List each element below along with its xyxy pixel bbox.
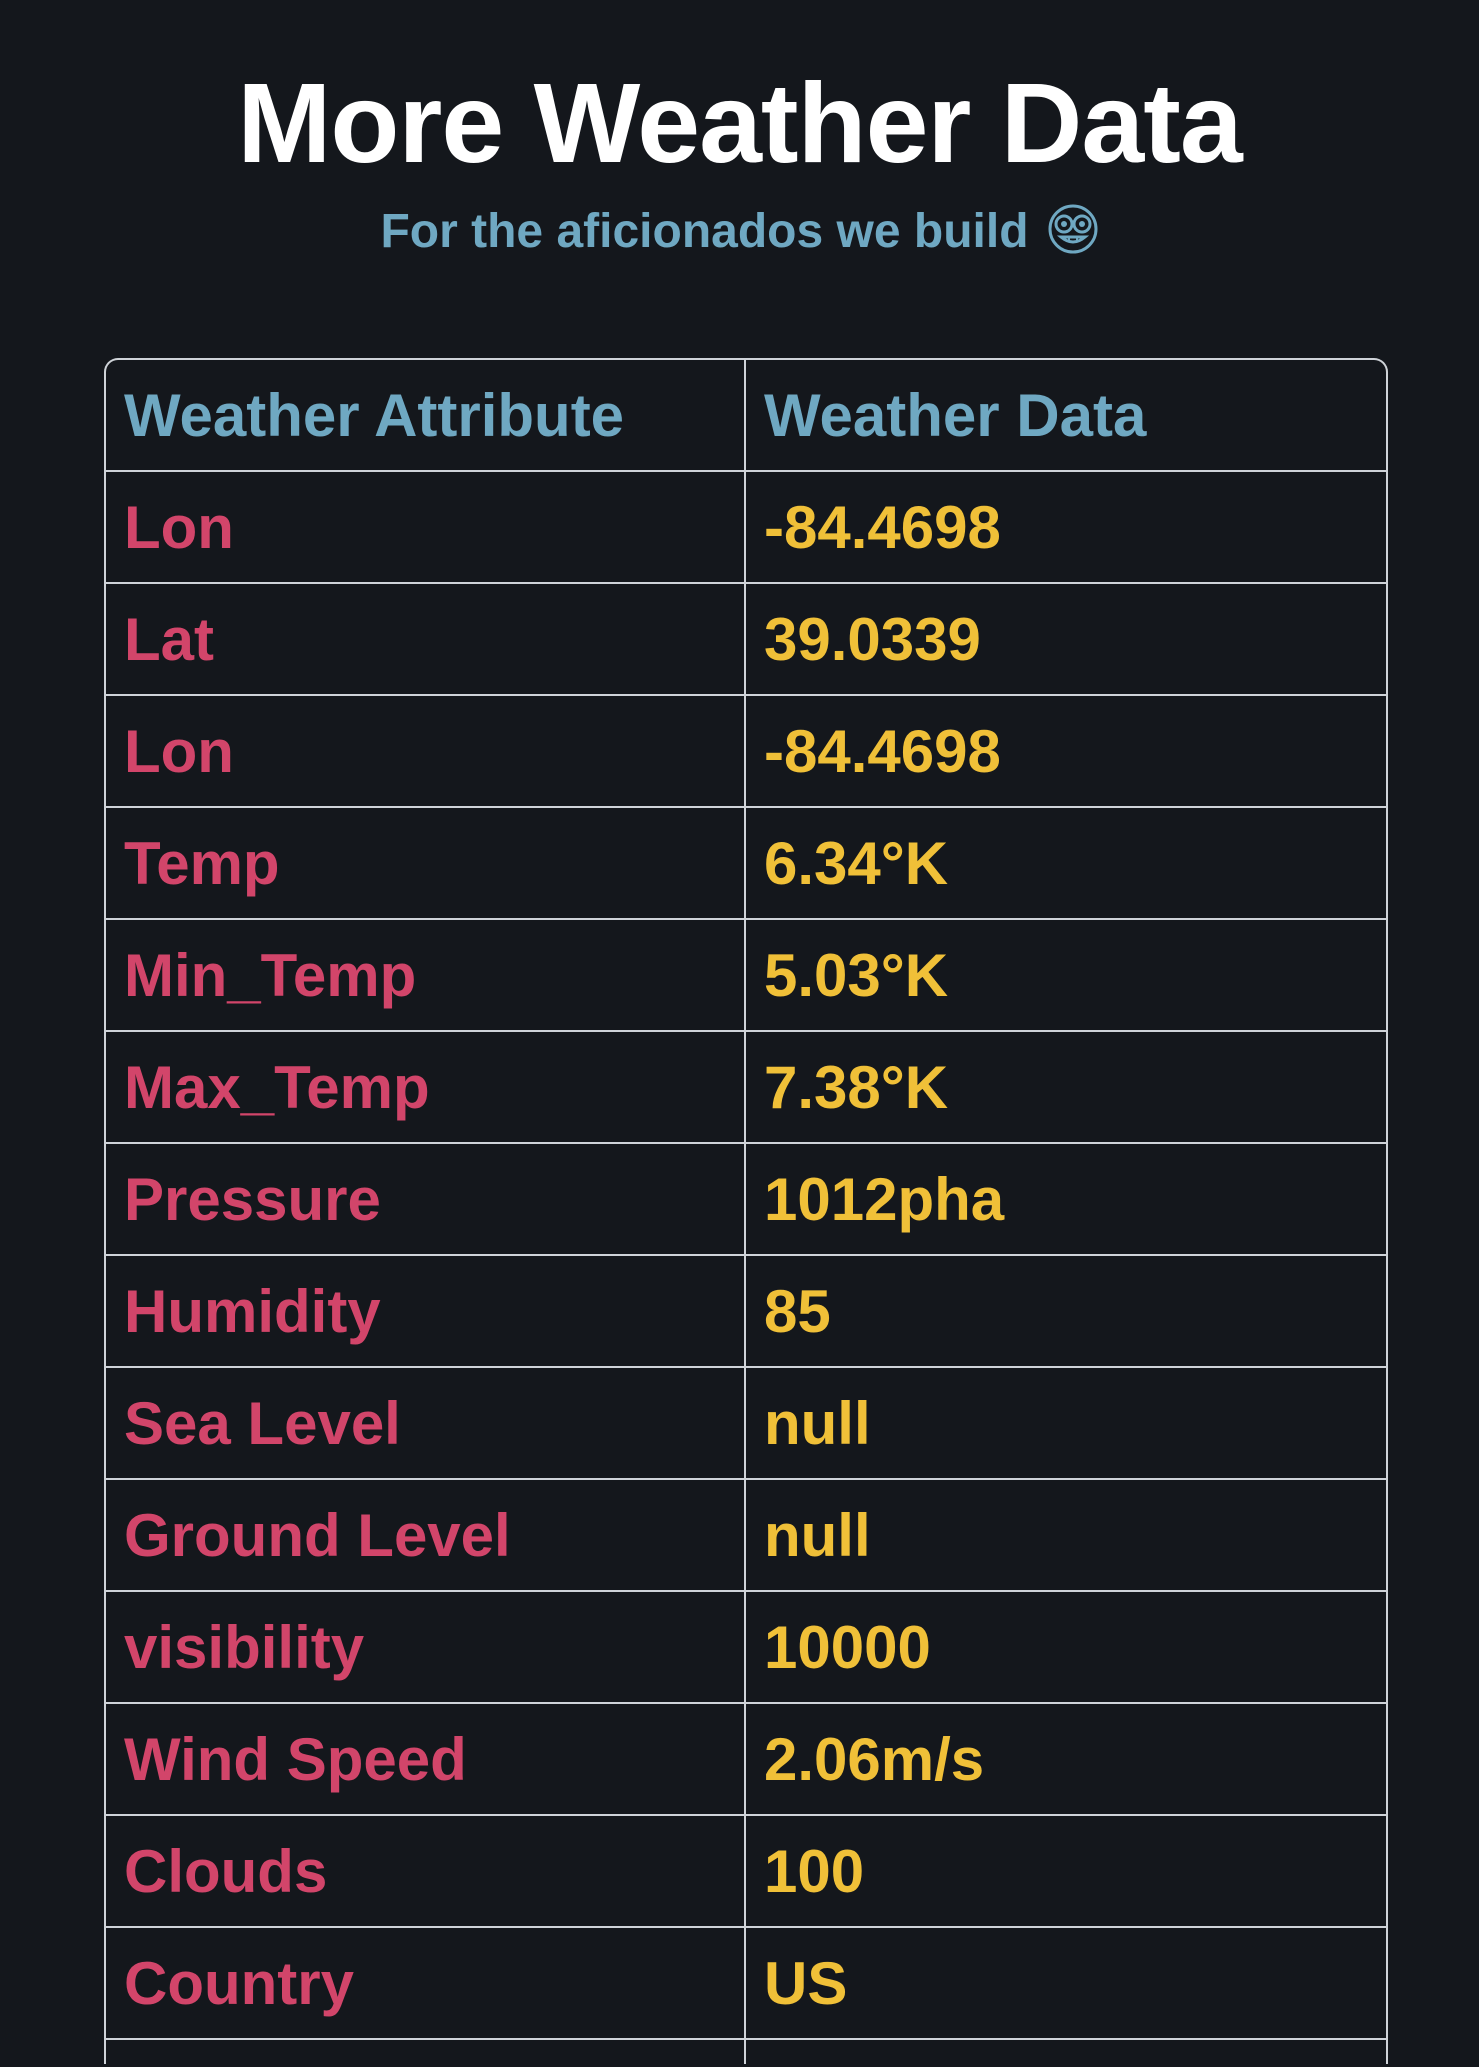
value-cell: 7.38°K bbox=[764, 1053, 949, 1121]
value-cell: null bbox=[764, 1501, 871, 1569]
table-body: Lon -84.4698 Lat 39.0339 Lon -84.4698 Temp 6.34… bbox=[106, 472, 1386, 2040]
attribute-cell: Temp bbox=[106, 808, 746, 918]
table-row: Max_Temp 7.38°K bbox=[106, 1032, 1386, 1144]
value-cell: null bbox=[764, 1389, 871, 1457]
value-cell: US bbox=[764, 1949, 848, 2017]
value-cell: 85 bbox=[764, 1277, 831, 1345]
table-row: Lat 39.0339 bbox=[106, 584, 1386, 696]
table-row: Pressure 1012pha bbox=[106, 1144, 1386, 1256]
attribute-cell: Ground Level bbox=[106, 1480, 746, 1590]
attribute-cell: Clouds bbox=[106, 1816, 746, 1926]
subtitle-text: For the aficionados we build bbox=[380, 205, 1029, 258]
nerd-face-icon bbox=[1048, 204, 1098, 254]
page-subtitle: For the aficionados we build bbox=[0, 202, 1479, 262]
value-cell: 2.06m/s bbox=[764, 1725, 985, 1793]
table-header-row: Weather Attribute Weather Data bbox=[106, 360, 1386, 472]
page-title: More Weather Data bbox=[237, 60, 1242, 186]
attribute-cell: Sea Level bbox=[106, 1368, 746, 1478]
value-cell: 100 bbox=[764, 1837, 865, 1905]
attribute-cell: Min_Temp bbox=[106, 920, 746, 1030]
value-cell: -84.4698 bbox=[764, 717, 1001, 785]
column-header-attribute: Weather Attribute bbox=[106, 360, 746, 470]
table-row: Clouds 100 bbox=[106, 1816, 1386, 1928]
attribute-cell: Wind Speed bbox=[106, 1704, 746, 1814]
attribute-cell: Country bbox=[106, 1928, 746, 2038]
table-row: Country US bbox=[106, 1928, 1386, 2040]
table-row: Wind Speed 2.06m/s bbox=[106, 1704, 1386, 1816]
table-row: Lon -84.4698 bbox=[106, 696, 1386, 808]
table-row: Humidity 85 bbox=[106, 1256, 1386, 1368]
value-cell: 39.0339 bbox=[764, 605, 981, 673]
value-cell: 10000 bbox=[764, 1613, 931, 1681]
table-row-partial bbox=[106, 2040, 1386, 2064]
table-row: Temp 6.34°K bbox=[106, 808, 1386, 920]
attribute-cell: Lat bbox=[106, 584, 746, 694]
attribute-cell: Lon bbox=[106, 696, 746, 806]
attribute-cell: Lon bbox=[106, 472, 746, 582]
attribute-cell: Max_Temp bbox=[106, 1032, 746, 1142]
attribute-cell: visibility bbox=[106, 1592, 746, 1702]
value-cell: 1012pha bbox=[764, 1165, 1005, 1233]
table-row: Sea Level null bbox=[106, 1368, 1386, 1480]
value-cell: 6.34°K bbox=[764, 829, 949, 897]
table-row: visibility 10000 bbox=[106, 1592, 1386, 1704]
value-cell: -84.4698 bbox=[764, 493, 1001, 561]
table-row: Ground Level null bbox=[106, 1480, 1386, 1592]
table-row: Min_Temp 5.03°K bbox=[106, 920, 1386, 1032]
weather-table: Weather Attribute Weather Data Lon -84.46… bbox=[104, 358, 1388, 2064]
partial-cell bbox=[106, 2040, 746, 2064]
value-cell: 5.03°K bbox=[764, 941, 949, 1009]
table-row: Lon -84.4698 bbox=[106, 472, 1386, 584]
attribute-cell: Humidity bbox=[106, 1256, 746, 1366]
column-header-data: Weather Data bbox=[764, 381, 1147, 449]
attribute-cell: Pressure bbox=[106, 1144, 746, 1254]
